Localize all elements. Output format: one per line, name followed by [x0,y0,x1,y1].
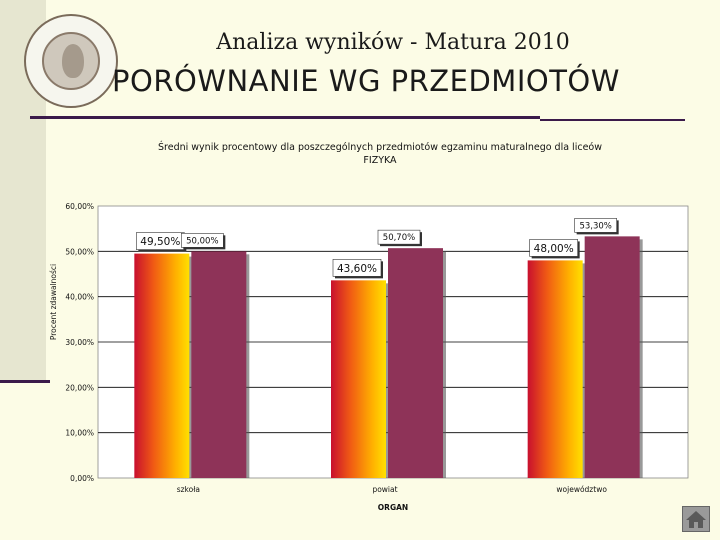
home-icon[interactable] [682,506,710,532]
chart-subtitle: FIZYKA [363,155,397,166]
y-tick-label: 50,00% [65,247,94,256]
bar [527,260,583,478]
y-tick-label: 40,00% [65,293,94,302]
data-label-box [574,218,617,233]
data-label: 50,00% [186,236,218,246]
logo-portrait [42,32,100,90]
data-label: 43,60% [337,263,377,275]
data-label: 49,50% [140,236,180,248]
bar [134,253,190,478]
bar [331,280,386,478]
data-label-box [529,239,578,257]
data-label-box [377,229,421,245]
left-bar-rule [0,380,50,383]
x-axis-label: ORGAN [378,503,408,512]
data-label: 48,00% [534,243,574,255]
data-label-box [181,233,224,248]
bar [191,251,247,478]
y-tick-label: 0,00% [70,474,94,483]
title-rule [30,116,540,119]
data-label-box [332,259,382,277]
page-title: Analiza wyników - Matura 2010 [216,30,570,55]
chart-title: Średni wynik procentowy dla poszczególny… [158,142,602,153]
title-rule-secondary [540,119,685,121]
y-tick-label: 20,00% [65,383,94,392]
school-logo [24,14,118,108]
chart-title-block: Średni wynik procentowy dla poszczególny… [90,141,670,167]
bar [388,248,443,478]
x-tick-label: województwo [556,485,607,494]
y-tick-label: 60,00% [65,202,94,211]
x-tick-label: szkoła [177,485,200,494]
y-axis-label: Procent zdawalności [49,264,58,340]
data-label: 53,30% [579,221,611,231]
y-tick-label: 30,00% [65,338,94,347]
page-subtitle: PORÓWNANIE WG PRZEDMIOTÓW [112,64,620,98]
bar [584,236,640,478]
y-tick-label: 10,00% [65,429,94,438]
home-icon-glyph [686,511,706,528]
logo-face [62,44,84,78]
data-label: 50,70% [383,233,415,243]
x-tick-label: powiat [372,485,397,494]
